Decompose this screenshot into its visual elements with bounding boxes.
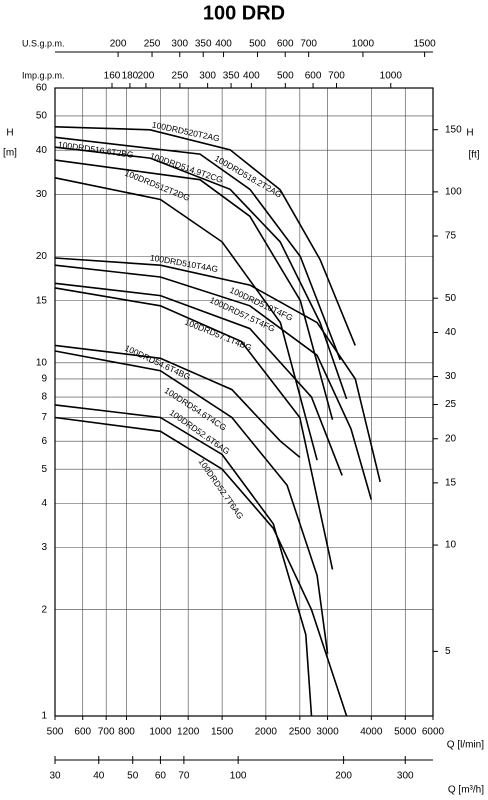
x3-tick-label: 180 [122,71,139,82]
pump-curve [54,416,348,717]
x-tick-label: 4000 [360,727,383,738]
x4-tick-label: 50 [127,771,139,782]
y-tick-label: 15 [36,295,48,306]
x-tick-label: 700 [98,727,115,738]
y2-tick-label: 5 [445,646,451,657]
x4-axis-label: Q [m³/h] [448,785,484,796]
x-tick-label: 1500 [211,727,234,738]
x-tick-label: 2000 [255,727,278,738]
x2-tick-label: 200 [110,39,127,50]
y2-tick-label: 30 [445,371,457,382]
x3-axis-label: Imp.g.p.m. [22,70,65,80]
pump-curve [54,257,381,483]
chart-title: 100 DRD [203,2,285,24]
pump-curve [54,404,313,717]
x4-tick-label: 40 [93,771,105,782]
y-tick-label: 8 [41,392,47,403]
y2-axis-label: H [466,128,473,139]
curve-label: 100DRD54.6T4BG [123,343,192,382]
x3-tick-label: 300 [199,71,216,82]
pump-curve [54,350,329,654]
x3-tick-label: 400 [243,71,260,82]
x-tick-label: 3000 [316,727,339,738]
y2-tick-label: 15 [445,478,457,489]
x2-tick-label: 700 [300,39,317,50]
plot-frame [54,87,434,717]
y-tick-label: 7 [41,412,47,423]
x-axis-label: Q [l/min] [447,740,484,751]
x4-tick-label: 100 [230,771,247,782]
y2-tick-label: 75 [445,231,457,242]
x-tick-label: 5000 [394,727,417,738]
x4-tick-label: 200 [335,771,352,782]
x-tick-label: 1000 [149,727,172,738]
x3-tick-label: 600 [305,71,322,82]
x3-tick-label: 700 [328,71,345,82]
x-tick-label: 1200 [177,727,200,738]
y2-tick-label: 10 [445,540,457,551]
y-tick-label: 3 [41,542,47,553]
x3-tick-label: 160 [104,71,121,82]
x4-tick-label: 60 [155,771,167,782]
x-tick-label: 500 [47,727,64,738]
pump-curve [54,282,343,476]
pump-curve [54,287,334,570]
x-tick-label: 600 [74,727,91,738]
y-tick-label: 6 [41,436,47,447]
x2-tick-label: 350 [195,39,212,50]
y2-tick-label: 100 [445,187,462,198]
y-tick-label: 60 [36,83,48,94]
y2-axis-unit: [ft] [468,150,479,161]
x2-tick-label: 500 [249,39,266,50]
y-axis-unit: [m] [3,148,17,159]
y-tick-label: 50 [36,111,48,122]
pump-curve [54,344,301,458]
y2-tick-label: 25 [445,399,457,410]
y2-tick-label: 50 [445,293,457,304]
pump-curve [54,177,318,461]
x2-tick-label: 400 [215,39,232,50]
x4-tick-label: 70 [178,771,190,782]
y-tick-label: 20 [36,251,48,262]
pump-curve [54,126,356,346]
y-tick-label: 10 [36,357,48,368]
curve-label: 100DRD520T2AG [151,119,221,143]
curve-label: 100DRD512T2DG [123,168,191,203]
x-tick-label: 6000 [422,727,445,738]
y-tick-label: 30 [36,189,48,200]
pump-curve [54,264,373,500]
x3-tick-label: 250 [172,71,189,82]
y2-tick-label: 20 [445,433,457,444]
x-tick-label: 800 [118,727,135,738]
x-tick-label: 2500 [289,727,312,738]
x4-tick-label: 300 [397,771,414,782]
x2-tick-label: 300 [171,39,188,50]
x2-tick-label: 600 [277,39,294,50]
x2-tick-label: 1500 [413,39,436,50]
y-tick-label: 2 [41,604,47,615]
pump-curve [54,146,348,400]
x3-tick-label: 1000 [380,71,403,82]
pump-curve [54,136,341,361]
x3-tick-label: 500 [277,71,294,82]
x3-tick-label: 350 [223,71,240,82]
curve-label: 100DRD514.9T2CG [149,151,225,185]
y-tick-label: 9 [41,374,47,385]
x2-axis-label: U.S.g.p.m. [22,38,65,48]
x4-tick-label: 30 [49,771,61,782]
y2-tick-label: 40 [445,327,457,338]
y-tick-label: 40 [36,145,48,156]
y2-tick-label: 150 [445,124,462,135]
curve-label: 100DRD57.1T4BG [183,317,253,353]
y-tick-label: 1 [41,711,47,722]
y-tick-label: 4 [41,498,47,509]
x2-tick-label: 1000 [352,39,375,50]
y-axis-label: H [6,128,13,139]
y-tick-label: 5 [41,464,47,475]
x2-tick-label: 250 [144,39,161,50]
pump-curve [54,159,334,420]
x3-tick-label: 200 [138,71,155,82]
